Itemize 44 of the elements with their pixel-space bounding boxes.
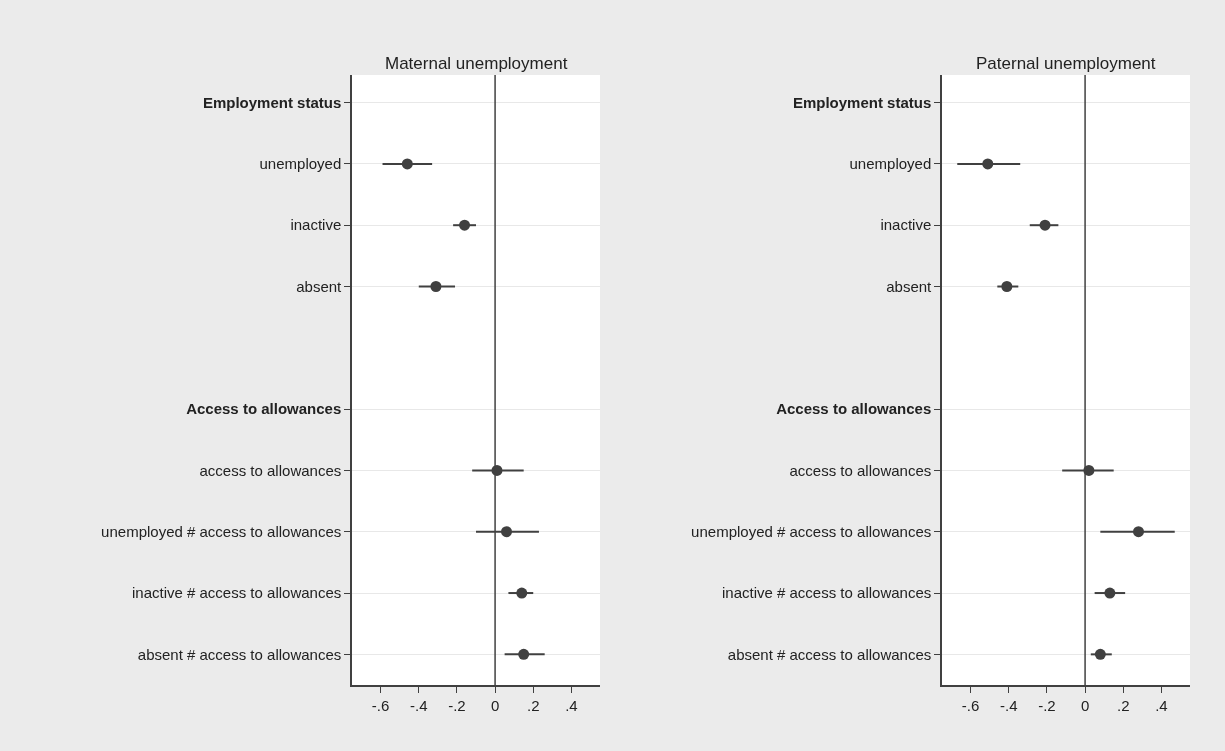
chart-title: Paternal unemployment <box>976 54 1156 73</box>
y-tick-label: absent # access to allowances <box>137 645 342 663</box>
point <box>1001 281 1013 293</box>
chart-title: Maternal unemployment <box>385 54 568 73</box>
point <box>501 526 513 538</box>
x-tick-label: -.2 <box>1038 696 1056 714</box>
y-tick-label: Employment status <box>202 93 342 111</box>
y-tick-label: absent # access to allowances <box>727 645 932 663</box>
y-tick-label: unemployed <box>849 155 932 173</box>
x-tick-label: .2 <box>1116 696 1130 714</box>
x-tick-label: 0 <box>490 696 500 714</box>
point <box>401 158 413 170</box>
point <box>430 281 442 293</box>
y-tick-label: absent <box>886 277 933 295</box>
y-tick-label: inactive <box>290 216 342 234</box>
y-tick-label: absent <box>296 277 343 295</box>
y-tick-label: access to allowances <box>199 461 342 479</box>
point <box>1039 219 1051 231</box>
x-tick-label: -.4 <box>1000 696 1018 714</box>
y-tick-label: unemployed <box>259 155 342 173</box>
point <box>1132 526 1144 538</box>
point <box>1104 587 1116 599</box>
y-tick-label: Employment status <box>792 93 932 111</box>
y-tick-label: inactive # access to allowances <box>131 584 342 602</box>
y-tick-label: inactive <box>880 216 932 234</box>
x-tick-label: -.6 <box>961 696 980 714</box>
point <box>1094 648 1106 660</box>
point <box>459 219 471 231</box>
x-tick-label: -.2 <box>448 696 466 714</box>
y-tick-label: unemployed # access to allowances <box>691 522 932 540</box>
y-tick-label: inactive # access to allowances <box>721 584 932 602</box>
y-tick-label: Access to allowances <box>186 400 342 418</box>
y-tick-label: unemployed # access to allowances <box>101 522 342 540</box>
x-tick-label: .4 <box>1155 696 1168 714</box>
x-tick-label: -.4 <box>410 696 428 714</box>
point <box>518 648 530 660</box>
x-tick-label: .4 <box>565 696 578 714</box>
x-tick-label: .2 <box>526 696 540 714</box>
point <box>516 587 528 599</box>
point <box>982 158 994 170</box>
x-tick-label: -.6 <box>371 696 390 714</box>
y-tick-label: Access to allowances <box>776 400 932 418</box>
y-tick-label: access to allowances <box>789 461 932 479</box>
x-tick-label: 0 <box>1080 696 1090 714</box>
